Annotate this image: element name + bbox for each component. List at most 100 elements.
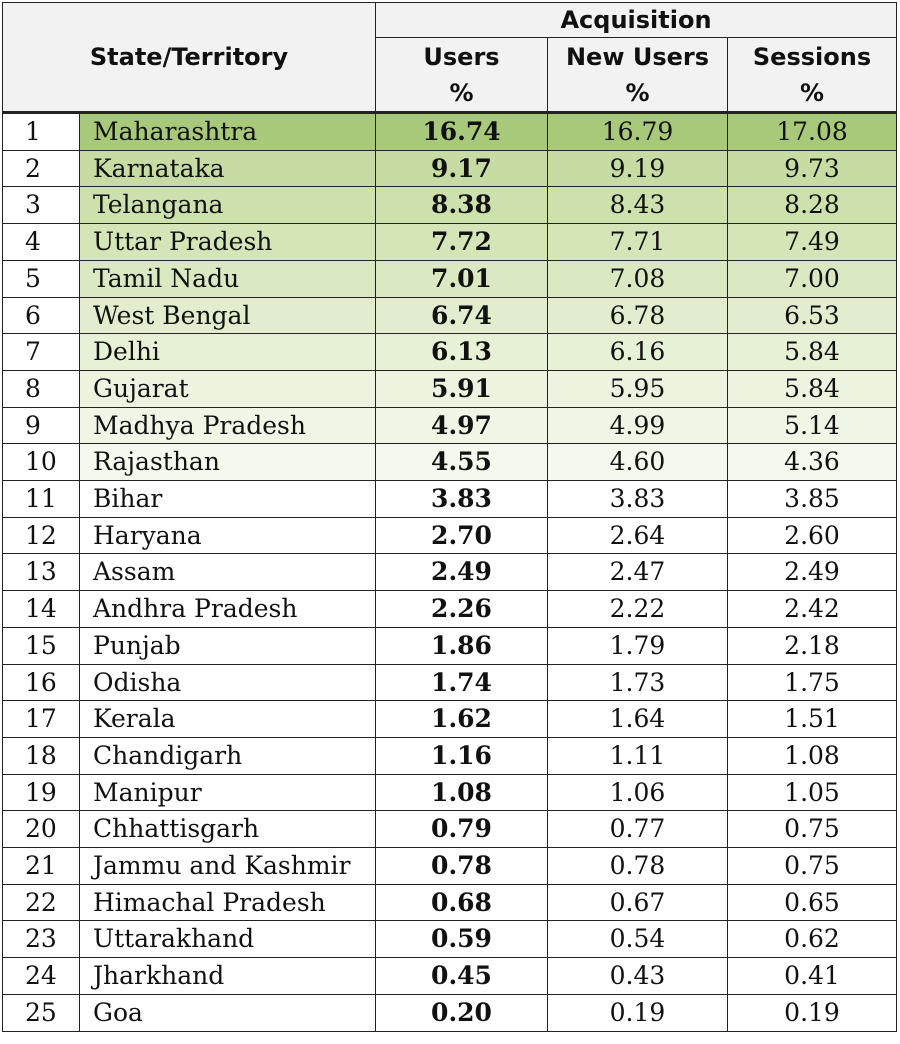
rank-cell: 16 xyxy=(2,663,80,702)
users-header-unit: % xyxy=(449,78,474,107)
users-pct-cell: 5.91 xyxy=(375,369,548,408)
state-name-cell: Goa xyxy=(79,993,376,1032)
new-users-pct-cell: 1.73 xyxy=(547,663,728,702)
new-users-pct-cell: 1.64 xyxy=(547,700,728,738)
rank-cell: 19 xyxy=(2,773,80,812)
sessions-pct-cell: 0.75 xyxy=(726,847,898,885)
state-name-cell: Jharkhand xyxy=(79,957,376,995)
users-pct-cell: 2.49 xyxy=(375,553,548,592)
table-row: 3 Telangana 8.38 8.43 8.28 xyxy=(2,186,898,225)
sessions-pct-cell: 0.75 xyxy=(726,810,898,849)
state-name-cell: Haryana xyxy=(79,516,376,555)
users-header-label: Users xyxy=(423,42,500,71)
state-name-cell: Punjab xyxy=(79,626,376,665)
sessions-pct-cell: 1.05 xyxy=(726,773,898,812)
rank-cell: 5 xyxy=(2,259,80,298)
state-name-cell: Madhya Pradesh xyxy=(79,406,376,445)
sessions-pct-cell: 3.85 xyxy=(726,480,898,518)
new-users-pct-cell: 4.99 xyxy=(547,406,728,445)
rank-cell: 10 xyxy=(2,443,80,482)
state-name-cell: Karnataka xyxy=(79,149,376,188)
new-users-pct-cell: 4.60 xyxy=(547,443,728,482)
sessions-pct-cell: 17.08 xyxy=(726,111,898,151)
sessions-pct-cell: 8.28 xyxy=(726,186,898,225)
table-row: 4 Uttar Pradesh 7.72 7.71 7.49 xyxy=(2,223,898,261)
table-row: 11 Bihar 3.83 3.83 3.85 xyxy=(2,480,898,518)
users-pct-header: Users % xyxy=(375,37,548,113)
state-name-cell: Maharashtra xyxy=(79,111,376,151)
users-pct-cell: 6.74 xyxy=(375,296,548,335)
table-row: 16 Odisha 1.74 1.73 1.75 xyxy=(2,663,898,702)
state-name-cell: Delhi xyxy=(79,333,376,371)
header-row-group: State/Territory Acquisition xyxy=(2,1,898,113)
new-users-pct-cell: 0.67 xyxy=(547,883,728,922)
sessions-pct-cell: 5.14 xyxy=(726,406,898,445)
new-users-header-label: New Users xyxy=(565,42,710,71)
table-row: 15 Punjab 1.86 1.79 2.18 xyxy=(2,626,898,665)
table-row: 2 Karnataka 9.17 9.19 9.73 xyxy=(2,149,898,188)
rank-cell: 4 xyxy=(2,223,80,261)
sessions-pct-cell: 2.60 xyxy=(726,516,898,555)
state-name-cell: Gujarat xyxy=(79,369,376,408)
new-users-pct-cell: 1.79 xyxy=(547,626,728,665)
table-row: 14 Andhra Pradesh 2.26 2.22 2.42 xyxy=(2,590,898,628)
new-users-pct-cell: 8.43 xyxy=(547,186,728,225)
table-row: 6 West Bengal 6.74 6.78 6.53 xyxy=(2,296,898,335)
table-row: 17 Kerala 1.62 1.64 1.51 xyxy=(2,700,898,738)
users-pct-cell: 0.20 xyxy=(375,993,548,1032)
users-pct-cell: 6.13 xyxy=(375,333,548,371)
new-users-pct-header: New Users % xyxy=(547,37,728,113)
users-pct-cell: 2.26 xyxy=(375,590,548,628)
users-pct-cell: 0.68 xyxy=(375,883,548,922)
sessions-pct-cell: 0.19 xyxy=(726,993,898,1032)
users-pct-cell: 2.70 xyxy=(375,516,548,555)
table-row: 23 Uttarakhand 0.59 0.54 0.62 xyxy=(2,920,898,959)
new-users-pct-cell: 0.78 xyxy=(547,847,728,885)
users-pct-cell: 1.16 xyxy=(375,736,548,775)
rank-cell: 8 xyxy=(2,369,80,408)
state-name-cell: Himachal Pradesh xyxy=(79,883,376,922)
sessions-pct-cell: 7.49 xyxy=(726,223,898,261)
rank-cell: 11 xyxy=(2,480,80,518)
table-row: 12 Haryana 2.70 2.64 2.60 xyxy=(2,516,898,555)
rank-cell: 15 xyxy=(2,626,80,665)
sessions-pct-cell: 9.73 xyxy=(726,149,898,188)
users-pct-cell: 0.78 xyxy=(375,847,548,885)
users-pct-cell: 1.74 xyxy=(375,663,548,702)
sessions-pct-cell: 1.51 xyxy=(726,700,898,738)
sessions-pct-cell: 2.18 xyxy=(726,626,898,665)
state-name-cell: Bihar xyxy=(79,480,376,518)
sessions-pct-header: Sessions % xyxy=(726,37,898,113)
rank-cell: 12 xyxy=(2,516,80,555)
table-row: 10 Rajasthan 4.55 4.60 4.36 xyxy=(2,443,898,482)
rank-cell: 17 xyxy=(2,700,80,738)
rank-cell: 1 xyxy=(2,111,80,151)
rank-cell: 13 xyxy=(2,553,80,592)
users-pct-cell: 3.83 xyxy=(375,480,548,518)
table-row: 20 Chhattisgarh 0.79 0.77 0.75 xyxy=(2,810,898,849)
users-pct-cell: 0.45 xyxy=(375,957,548,995)
sessions-pct-cell: 0.62 xyxy=(726,920,898,959)
rank-cell: 23 xyxy=(2,920,80,959)
new-users-pct-cell: 2.22 xyxy=(547,590,728,628)
state-name-cell: Odisha xyxy=(79,663,376,702)
state-name-cell: Jammu and Kashmir xyxy=(79,847,376,885)
new-users-pct-cell: 16.79 xyxy=(547,111,728,151)
sessions-pct-cell: 5.84 xyxy=(726,333,898,371)
rank-cell: 20 xyxy=(2,810,80,849)
users-pct-cell: 9.17 xyxy=(375,149,548,188)
table-row: 21 Jammu and Kashmir 0.78 0.78 0.75 xyxy=(2,847,898,885)
acquisition-group-header: Acquisition xyxy=(374,1,898,39)
state-name-cell: West Bengal xyxy=(79,296,376,335)
new-users-pct-cell: 2.64 xyxy=(547,516,728,555)
users-pct-cell: 1.08 xyxy=(375,773,548,812)
rank-cell: 25 xyxy=(2,993,80,1032)
sessions-header-label: Sessions xyxy=(752,42,872,71)
table-row: 5 Tamil Nadu 7.01 7.08 7.00 xyxy=(2,259,898,298)
table-row: 7 Delhi 6.13 6.16 5.84 xyxy=(2,333,898,371)
rank-cell: 3 xyxy=(2,186,80,225)
sessions-pct-cell: 1.75 xyxy=(726,663,898,702)
new-users-header-unit: % xyxy=(625,78,650,107)
state-name-cell: Kerala xyxy=(79,700,376,738)
users-pct-cell: 4.97 xyxy=(375,406,548,445)
